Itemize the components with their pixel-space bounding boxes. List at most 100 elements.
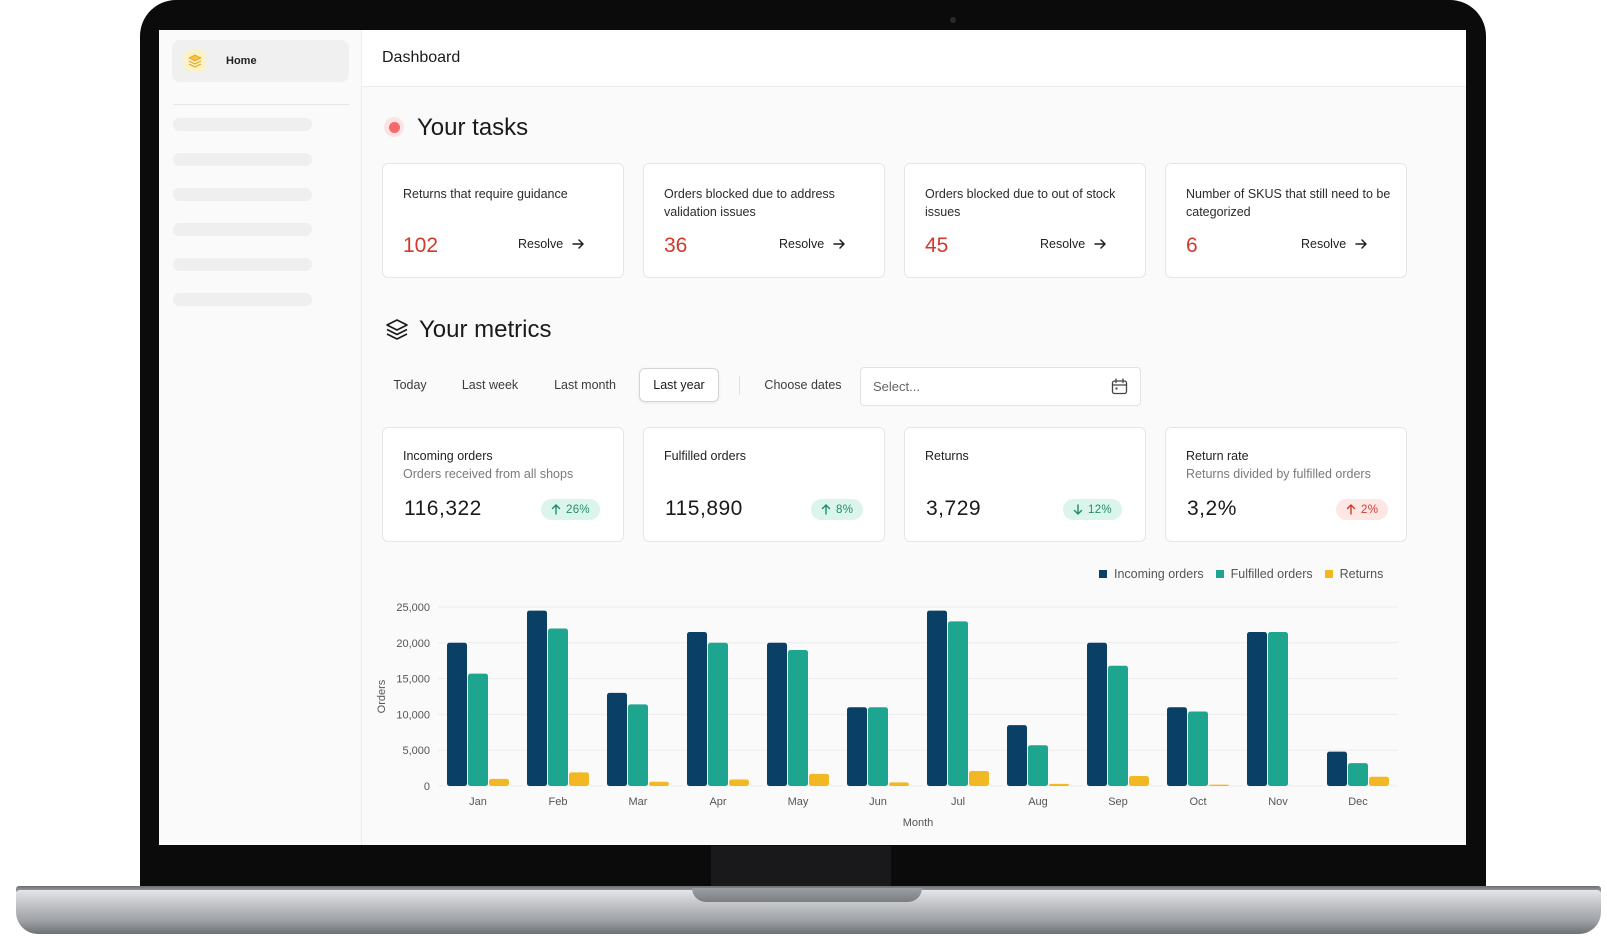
bar-returns bbox=[729, 779, 749, 786]
arrow-right-icon bbox=[833, 239, 845, 249]
task-label: Orders blocked due to address validation… bbox=[664, 187, 835, 219]
x-tick-label: May bbox=[788, 796, 809, 808]
sidebar-item-label: Home bbox=[226, 55, 257, 67]
y-tick-label: 20,000 bbox=[396, 638, 430, 650]
resolve-label: Resolve bbox=[1040, 237, 1086, 251]
x-axis-label: Month bbox=[903, 817, 934, 829]
bar-fulfilled bbox=[1028, 745, 1048, 786]
change-value: 26% bbox=[566, 503, 590, 516]
bar-fulfilled bbox=[1188, 711, 1208, 786]
metric-card-return-rate: Return rate Returns divided by fulfilled… bbox=[1165, 427, 1407, 542]
bar-returns bbox=[569, 772, 589, 786]
bar-incoming bbox=[927, 610, 947, 786]
task-label: Number of SKUS that still need to be cat… bbox=[1186, 187, 1391, 219]
calendar-icon[interactable] bbox=[1111, 378, 1128, 395]
x-tick-label: Sep bbox=[1108, 796, 1128, 808]
change-badge: 12% bbox=[1063, 499, 1122, 520]
legend-label: Returns bbox=[1339, 567, 1384, 581]
bar-fulfilled bbox=[468, 673, 488, 786]
laptop-hinge bbox=[711, 846, 891, 888]
bar-returns bbox=[1209, 784, 1229, 786]
y-axis-label: Orders bbox=[376, 679, 388, 713]
legend-swatch bbox=[1099, 570, 1107, 578]
sidebar-skeleton-item bbox=[173, 188, 312, 201]
choose-dates-label: Choose dates bbox=[764, 378, 842, 392]
sidebar-divider bbox=[173, 104, 349, 105]
sidebar: Home bbox=[159, 30, 362, 845]
resolve-button[interactable]: Resolve bbox=[779, 237, 846, 251]
bar-returns bbox=[489, 778, 509, 786]
bar-fulfilled bbox=[1348, 763, 1368, 786]
laptop-notch bbox=[692, 888, 922, 902]
bar-incoming bbox=[1327, 751, 1347, 786]
x-tick-label: Jan bbox=[469, 796, 487, 808]
bar-fulfilled bbox=[868, 707, 888, 786]
chart-legend: Incoming orders Fulfilled orders Returns bbox=[1087, 567, 1383, 581]
y-tick-label: 10,000 bbox=[396, 709, 430, 721]
bar-returns bbox=[1049, 783, 1069, 786]
task-card: Number of SKUS that still need to be cat… bbox=[1165, 163, 1407, 278]
metric-title: Fulfilled orders bbox=[664, 449, 746, 463]
task-alert-dot-icon bbox=[384, 117, 404, 137]
bar-returns bbox=[1129, 775, 1149, 786]
task-card: Returns that require guidance 102 Resolv… bbox=[382, 163, 624, 278]
filter-today[interactable]: Today bbox=[393, 378, 427, 392]
camera-icon bbox=[950, 17, 956, 23]
metric-subtitle: Orders received from all shops bbox=[403, 467, 574, 481]
sidebar-skeleton-item bbox=[173, 153, 312, 166]
filter-last-month[interactable]: Last month bbox=[554, 378, 616, 392]
filter-last-year[interactable]: Last year bbox=[639, 368, 719, 402]
sidebar-skeleton-item bbox=[173, 258, 312, 271]
metric-title: Return rate bbox=[1186, 449, 1249, 463]
arrow-right-icon bbox=[572, 239, 584, 249]
legend-item-fulfilled: Fulfilled orders bbox=[1215, 567, 1313, 581]
bar-returns bbox=[1369, 776, 1389, 786]
resolve-label: Resolve bbox=[518, 237, 564, 251]
arrow-down-icon bbox=[1073, 504, 1083, 515]
metric-value: 3,729 bbox=[926, 497, 982, 520]
metric-value: 116,322 bbox=[404, 497, 482, 520]
bar-incoming bbox=[447, 642, 467, 786]
arrow-right-icon bbox=[1355, 239, 1367, 249]
main-content: Your tasks Returns that require guidance… bbox=[362, 87, 1466, 845]
metric-subtitle: Returns divided by fulfilled orders bbox=[1186, 467, 1371, 481]
bar-incoming bbox=[1167, 707, 1187, 786]
filter-last-week[interactable]: Last week bbox=[461, 378, 519, 392]
resolve-button[interactable]: Resolve bbox=[1301, 237, 1368, 251]
x-tick-label: Nov bbox=[1268, 796, 1288, 808]
y-tick-label: 25,000 bbox=[396, 602, 430, 614]
legend-item-returns: Returns bbox=[1324, 567, 1384, 581]
x-tick-label: Oct bbox=[1189, 796, 1206, 808]
bar-fulfilled bbox=[948, 621, 968, 786]
filter-separator bbox=[739, 376, 740, 395]
bar-fulfilled bbox=[628, 704, 648, 786]
x-tick-label: Jul bbox=[951, 796, 965, 808]
metric-value: 3,2% bbox=[1187, 497, 1237, 520]
change-value: 8% bbox=[836, 503, 854, 516]
resolve-label: Resolve bbox=[1301, 237, 1347, 251]
bar-fulfilled bbox=[1108, 665, 1128, 786]
change-badge: 8% bbox=[811, 499, 864, 520]
metric-title: Incoming orders bbox=[403, 449, 493, 463]
sidebar-skeleton-item bbox=[173, 293, 312, 306]
resolve-button[interactable]: Resolve bbox=[518, 237, 585, 251]
arrow-up-icon bbox=[821, 504, 831, 515]
task-card: Orders blocked due to out of stock issue… bbox=[904, 163, 1146, 278]
task-count: 102 bbox=[403, 234, 439, 257]
task-count: 36 bbox=[664, 234, 688, 257]
bar-incoming bbox=[767, 642, 787, 786]
change-value: 2% bbox=[1361, 503, 1379, 516]
sidebar-item-home[interactable]: Home bbox=[172, 40, 349, 82]
orders-bar-chart: 0 5,000 10,000 15,000 20,000 25,000 Orders Jan F… bbox=[376, 602, 1398, 829]
layers-logo-icon bbox=[184, 50, 206, 72]
arrow-up-icon bbox=[1346, 504, 1356, 515]
date-picker-input[interactable]: Select... bbox=[860, 367, 1141, 406]
resolve-button[interactable]: Resolve bbox=[1040, 237, 1107, 251]
bar-fulfilled bbox=[788, 649, 808, 786]
bar-returns bbox=[889, 782, 909, 786]
bar-incoming bbox=[607, 692, 627, 786]
bar-fulfilled bbox=[1268, 632, 1288, 786]
bar-fulfilled bbox=[708, 642, 728, 786]
bar-fulfilled bbox=[548, 628, 568, 786]
metrics-section-title: Your metrics bbox=[419, 316, 552, 343]
